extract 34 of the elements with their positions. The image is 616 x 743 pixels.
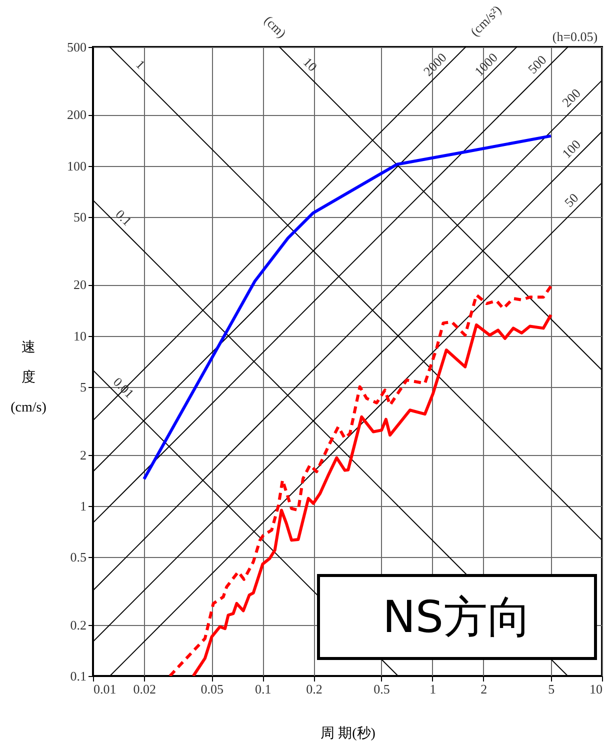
x-tick-label: 10	[590, 682, 602, 696]
text: (h=0.05)	[552, 29, 598, 44]
text: 1	[132, 56, 148, 72]
text: 500	[524, 52, 550, 77]
y-tick-label: 200	[67, 107, 86, 122]
text: 100	[559, 136, 584, 162]
y-tick-label: 2	[80, 447, 86, 462]
text: (cm)	[261, 12, 290, 41]
x-tick-label: 0.01	[94, 682, 116, 696]
x-axis-title: 周 期(秒)	[320, 726, 376, 742]
text: 0.1	[112, 206, 135, 229]
x-tick-label: 2	[480, 682, 488, 696]
x-tick-label: 1	[430, 682, 436, 696]
x-tick-label: 0.05	[200, 682, 224, 696]
y-tick-label: 100	[67, 158, 86, 174]
x-tick-label: 0.1	[255, 682, 272, 696]
text: 50	[561, 190, 582, 210]
x-tick-label: 0.5	[374, 682, 390, 696]
y-axis-title: 速度 (cm/s)	[10, 340, 47, 416]
y-tick-label: 10	[74, 328, 86, 344]
y-tick-label: 20	[74, 277, 86, 292]
x-tick-label: 0.02	[133, 682, 156, 696]
x-tick-label: 0.2	[306, 682, 322, 696]
y-tick-label: 0.5	[70, 550, 86, 565]
x-tick-label: 5	[548, 682, 555, 696]
y-tick-label: 0.1	[70, 668, 86, 684]
y-tick-label: 500	[67, 40, 86, 54]
text: 10	[300, 54, 320, 74]
text: 200	[559, 86, 584, 110]
y-tick-label: 1	[80, 498, 86, 514]
y-tick-label: 0.2	[70, 617, 86, 632]
y-tick-label: 5	[80, 380, 86, 395]
text: 0.01	[110, 374, 138, 401]
y-tick-label: 50	[74, 210, 86, 225]
